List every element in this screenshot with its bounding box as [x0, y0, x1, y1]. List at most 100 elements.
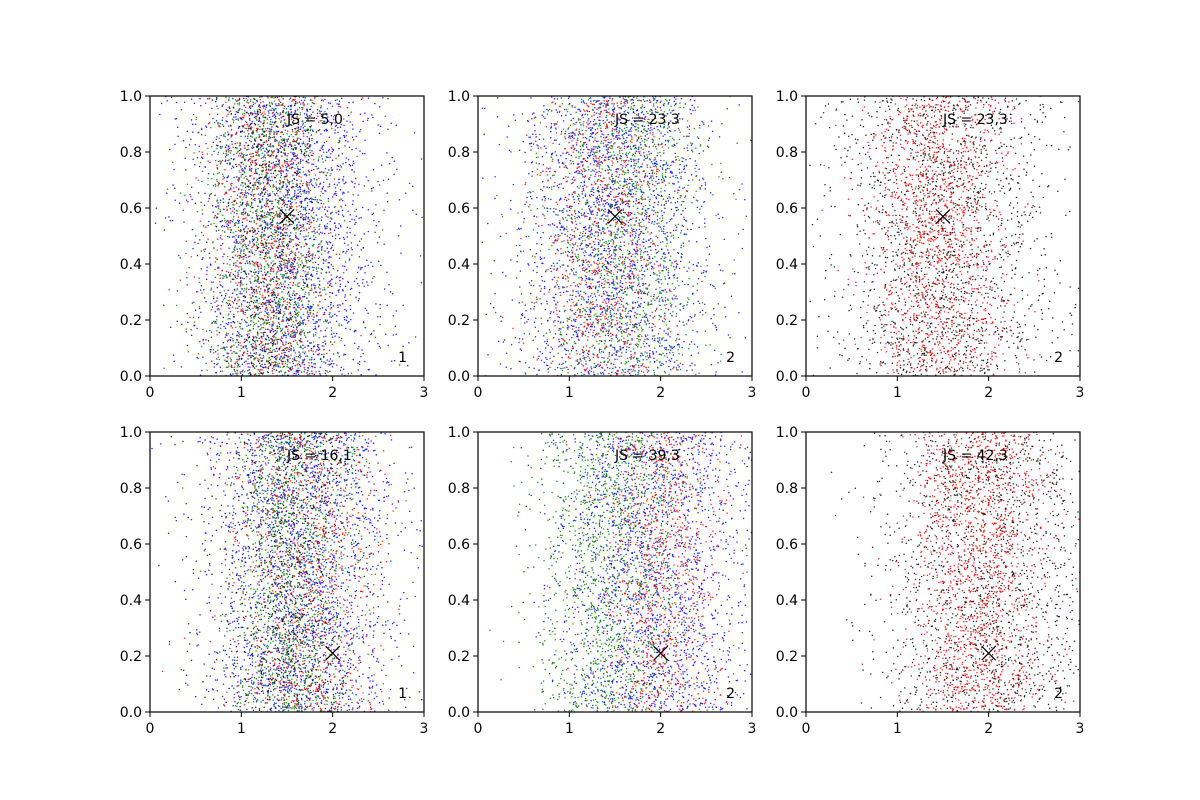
scatter-point — [263, 177, 265, 180]
scatter-point — [301, 200, 303, 202]
scatter-point — [217, 107, 219, 110]
scatter-point — [221, 183, 224, 185]
scatter-point — [324, 227, 327, 229]
scatter-point — [273, 216, 276, 218]
scatter-point — [302, 284, 305, 287]
scatter-point — [352, 139, 355, 141]
scatter-point — [264, 135, 266, 137]
scatter-point — [362, 97, 364, 99]
scatter-point — [308, 300, 310, 302]
scatter-point — [353, 171, 355, 173]
scatter-point — [264, 252, 267, 255]
scatter-point — [315, 131, 318, 133]
scatter-point — [321, 206, 324, 208]
scatter-point — [225, 225, 228, 228]
scatter-point — [382, 179, 385, 182]
scatter-point — [270, 268, 272, 271]
scatter-point — [270, 146, 272, 148]
scatter-point — [258, 187, 260, 189]
scatter-point — [250, 362, 253, 365]
scatter-point — [263, 221, 265, 224]
scatter-point — [282, 238, 284, 241]
scatter-point — [313, 283, 315, 285]
scatter-point — [255, 339, 257, 342]
scatter-point — [174, 199, 176, 202]
scatter-point — [310, 215, 313, 218]
scatter-point — [224, 146, 227, 148]
scatter-point — [264, 226, 267, 229]
scatter-point — [412, 185, 414, 187]
scatter-point — [343, 353, 345, 355]
scatter-point — [392, 334, 395, 336]
scatter-point — [391, 292, 394, 295]
scatter-point — [297, 229, 299, 231]
scatter-point — [338, 105, 340, 108]
scatter-point — [264, 308, 267, 310]
scatter-point — [243, 248, 245, 251]
scatter-point — [299, 145, 302, 148]
scatter-point — [278, 362, 281, 365]
scatter-point — [224, 219, 226, 222]
scatter-point — [357, 299, 360, 302]
scatter-point — [258, 134, 260, 136]
scatter-point — [372, 277, 374, 279]
scatter-point — [252, 342, 254, 345]
scatter-point — [272, 184, 275, 186]
scatter-point — [245, 204, 248, 207]
scatter-point — [222, 198, 225, 200]
scatter-point — [367, 312, 369, 315]
scatter-point — [329, 304, 332, 306]
scatter-point — [319, 223, 321, 226]
scatter-point — [253, 358, 255, 361]
scatter-point — [294, 352, 297, 354]
scatter-point — [268, 184, 271, 186]
scatter-point — [362, 352, 364, 355]
scatter-point — [349, 308, 352, 311]
scatter-point — [302, 159, 304, 161]
scatter-point — [283, 331, 286, 333]
scatter-point — [210, 302, 212, 305]
scatter-point — [295, 173, 298, 175]
scatter-point — [278, 100, 281, 102]
scatter-point — [265, 223, 267, 225]
scatter-point — [279, 262, 281, 265]
scatter-point — [326, 319, 329, 321]
scatter-point — [188, 266, 190, 269]
scatter-point — [318, 243, 320, 246]
scatter-point — [251, 189, 254, 191]
scatter-point — [328, 148, 331, 151]
scatter-point — [243, 194, 246, 196]
scatter-point — [330, 316, 333, 318]
scatter-point — [305, 113, 308, 115]
scatter-point — [351, 181, 354, 183]
scatter-point — [331, 235, 334, 237]
scatter-point — [309, 145, 311, 148]
scatter-point — [343, 242, 346, 244]
scatter-point — [291, 121, 294, 123]
scatter-point — [291, 367, 294, 370]
scatter-point — [268, 161, 271, 163]
scatter-point — [301, 304, 303, 306]
scatter-point — [286, 227, 289, 230]
scatter-point — [258, 155, 261, 157]
scatter-point — [273, 114, 275, 117]
scatter-point — [322, 321, 325, 323]
scatter-point — [275, 246, 278, 249]
scatter-point — [262, 233, 265, 236]
scatter-point — [236, 248, 238, 250]
scatter-point — [287, 181, 289, 184]
scatter-point — [288, 350, 290, 353]
scatter-point — [331, 105, 334, 107]
scatter-point — [297, 371, 299, 374]
scatter-point — [238, 257, 241, 260]
scatter-point — [232, 250, 235, 253]
scatter-point — [284, 332, 287, 334]
scatter-point — [261, 191, 263, 193]
scatter-point — [233, 321, 236, 324]
scatter-point — [248, 185, 250, 188]
scatter-point — [265, 206, 267, 208]
scatter-point — [193, 276, 196, 278]
scatter-point — [297, 256, 299, 259]
scatter-point — [286, 262, 289, 265]
scatter-point — [395, 333, 397, 336]
